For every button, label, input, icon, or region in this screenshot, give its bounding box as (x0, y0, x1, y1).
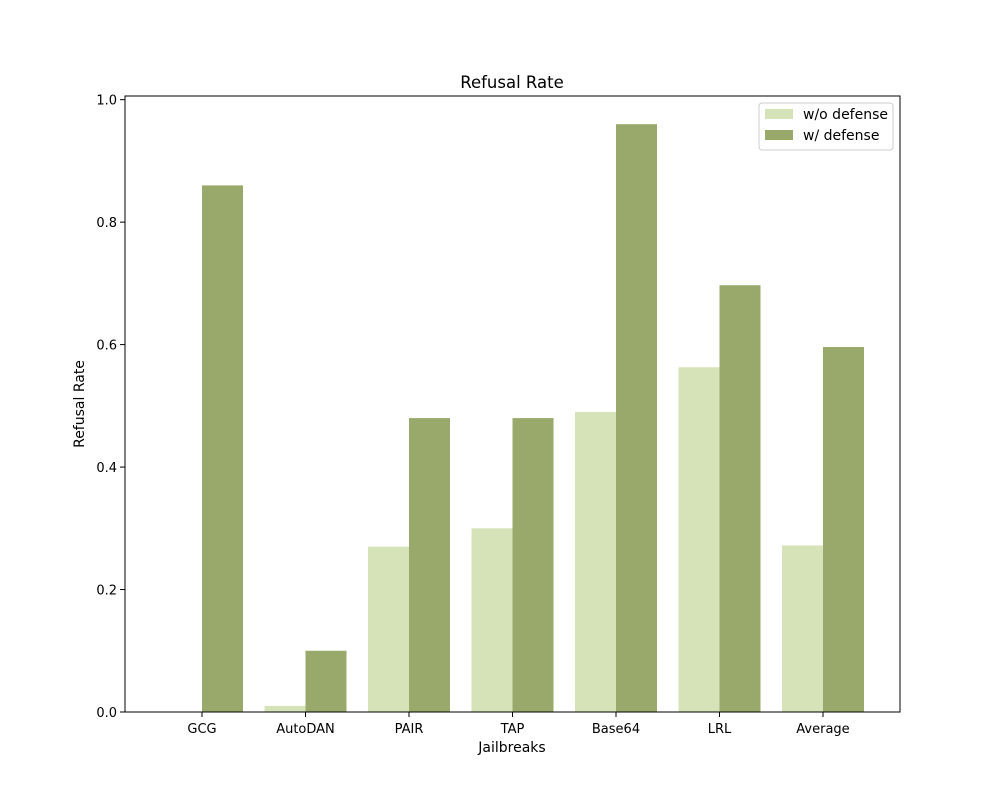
bar-without-defense-pair (368, 546, 409, 712)
y-axis-label: Refusal Rate (72, 360, 88, 448)
legend-label-without-defense: w/o defense (803, 107, 888, 123)
plot-frame (124, 95, 901, 713)
x-tick-label-base64: Base64 (592, 722, 640, 737)
x-axis-label: Jailbreaks (477, 740, 545, 756)
y-tick-label: 1.0 (96, 94, 117, 109)
bar-without-defense-base64 (575, 411, 616, 712)
x-tick-label-tap: TAP (500, 722, 525, 737)
bar-without-defense-average (782, 545, 823, 712)
bar-with-defense-autodan (305, 650, 347, 712)
bar-with-defense-lrl (719, 285, 761, 712)
legend: w/o defense w/ defense (758, 102, 894, 151)
bar-with-defense-gcg (202, 185, 243, 712)
y-tick-label: 0.2 (96, 584, 117, 599)
y-tick-label: 0.0 (96, 706, 117, 721)
y-tick-label: 0.6 (96, 339, 117, 354)
bar-with-defense-average (823, 347, 864, 712)
y-tick-label: 0.8 (96, 216, 117, 231)
bars-group (202, 124, 864, 713)
x-axis-ticks: GCG AutoDAN PAIR TAP Base64 LRL Average (187, 712, 850, 737)
y-tick-label: 0.4 (96, 461, 117, 476)
x-tick-label-autodan: AutoDAN (276, 722, 335, 737)
x-tick-label-gcg: GCG (187, 722, 216, 737)
bar-without-defense-autodan (264, 705, 306, 712)
bar-without-defense-tap (471, 528, 513, 712)
legend-swatch-with-defense (765, 130, 793, 140)
legend-swatch-without-defense (765, 109, 793, 119)
legend-label-with-defense: w/ defense (803, 128, 879, 144)
x-tick-label-average: Average (796, 722, 849, 737)
bar-without-defense-lrl (678, 367, 720, 712)
y-axis-ticks: 0.0 0.2 0.4 0.6 0.8 1.0 (96, 94, 125, 721)
bar-with-defense-base64 (616, 124, 657, 713)
x-tick-label-lrl: LRL (708, 722, 732, 737)
bar-with-defense-pair (409, 418, 450, 712)
x-tick-label-pair: PAIR (395, 722, 424, 737)
chart-title: Refusal Rate (460, 73, 564, 92)
bar-with-defense-tap (512, 418, 554, 712)
